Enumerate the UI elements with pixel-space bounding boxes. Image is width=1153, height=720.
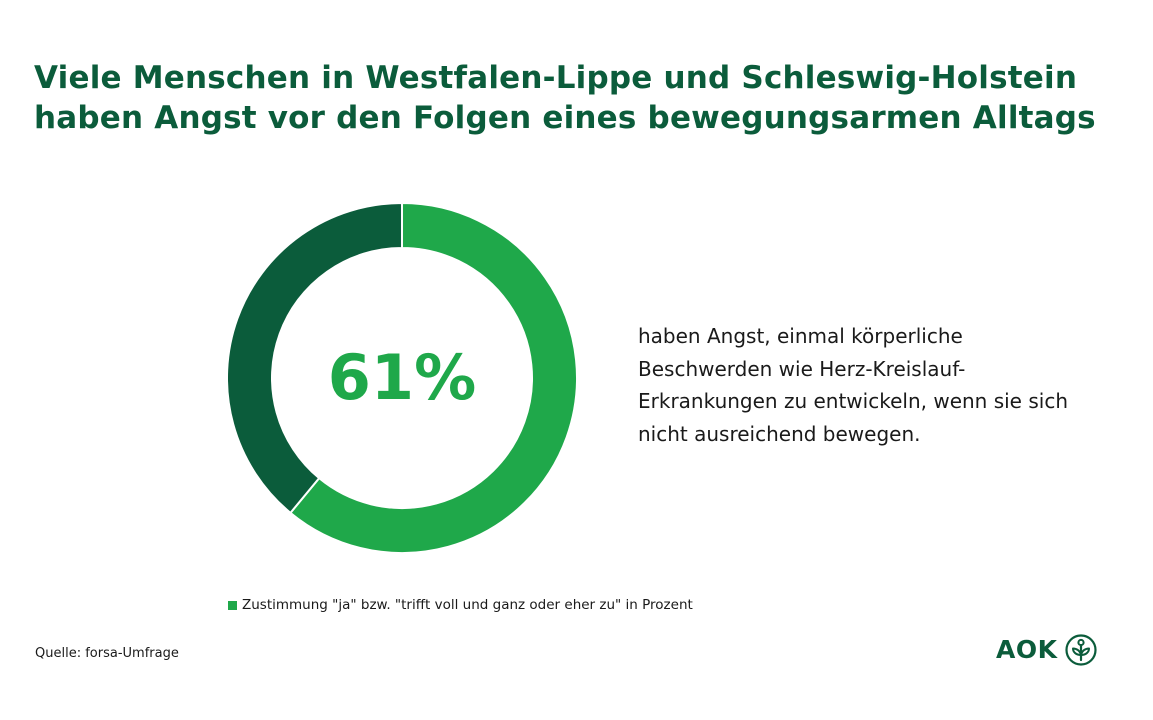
legend-swatch: [228, 600, 237, 610]
description-text: haben Angst, einmal körperliche Beschwer…: [638, 324, 1068, 446]
legend-label: Zustimmung "ja" bzw. "trifft voll und ga…: [242, 597, 693, 613]
center-value-label: 61%: [327, 341, 477, 414]
donut-slice-agree: [289, 202, 578, 554]
source-note: Quelle: forsa-Umfrage: [35, 646, 179, 661]
donut-chart: [226, 202, 578, 554]
donut-slice-remainder: [226, 202, 403, 515]
aok-logo: AOK: [996, 634, 1098, 666]
chart-title: Viele Menschen in Westfalen-Lippe und Sc…: [34, 60, 1096, 136]
logo-text: AOK: [996, 635, 1058, 664]
aok-tree-icon: [1065, 634, 1098, 666]
legend: Zustimmung "ja" bzw. "trifft voll und ga…: [228, 597, 693, 613]
